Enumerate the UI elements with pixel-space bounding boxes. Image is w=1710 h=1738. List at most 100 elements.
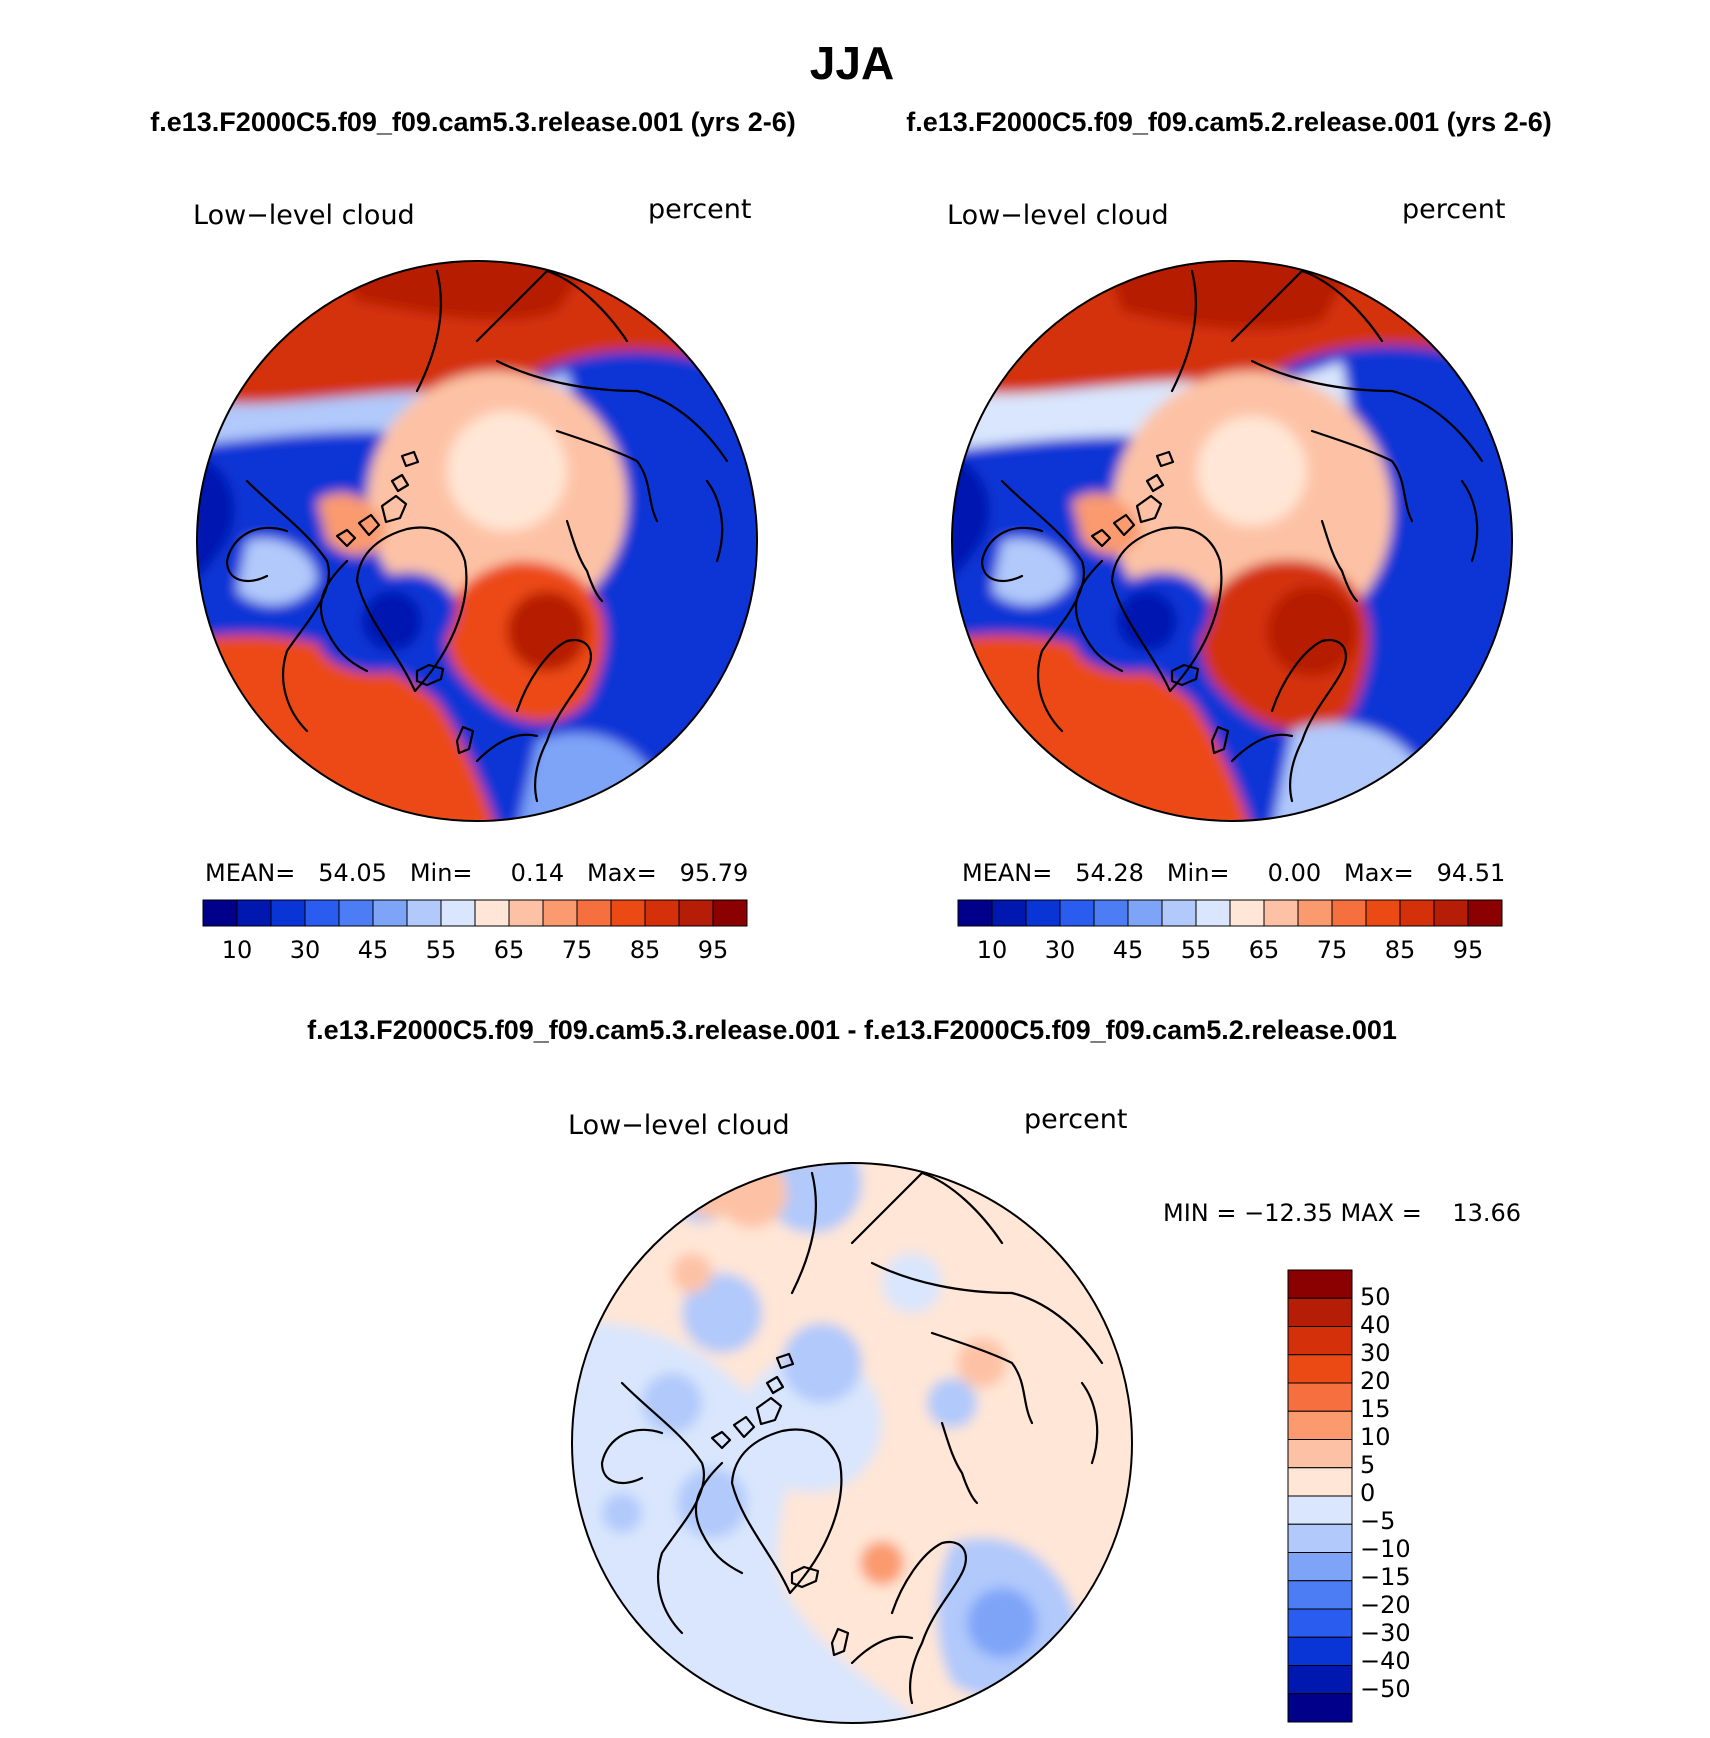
colorbar-swatch <box>202 899 238 927</box>
panel-diff-tick: 30 <box>1360 1339 1391 1367</box>
colorbar-swatch <box>712 899 748 927</box>
colorbar-swatch <box>1093 899 1129 927</box>
panel-diff-tick: 10 <box>1360 1423 1391 1451</box>
panel-b-tick: 55 <box>1181 936 1212 964</box>
colorbar-swatch <box>1287 1297 1353 1327</box>
colorbar-swatch <box>1287 1269 1353 1299</box>
colorbar-swatch <box>991 899 1027 927</box>
panel-diff-units: percent <box>1024 1104 1127 1135</box>
colorbar-swatch <box>304 899 340 927</box>
colorbar-swatch <box>1263 899 1299 927</box>
panel-diff-tick: −5 <box>1360 1507 1395 1535</box>
panel-a-tick: 95 <box>698 936 729 964</box>
panel-a-map-border <box>196 260 758 822</box>
colorbar-swatch <box>1399 899 1435 927</box>
panel-a-units: percent <box>648 194 751 225</box>
colorbar-swatch <box>1127 899 1163 927</box>
colorbar-swatch <box>1229 899 1265 927</box>
colorbar-swatch <box>440 899 476 927</box>
colorbar-swatch <box>1287 1439 1353 1469</box>
panel-diff-tick: 5 <box>1360 1451 1375 1479</box>
panel-b-tick: 65 <box>1249 936 1280 964</box>
colorbar-swatch <box>1287 1354 1353 1384</box>
colorbar-swatch <box>1195 899 1231 927</box>
colorbar-swatch <box>1287 1580 1353 1610</box>
colorbar-swatch <box>678 899 714 927</box>
panel-a-tick: 10 <box>222 936 253 964</box>
panel-b-variable: Low−level cloud <box>947 200 1169 231</box>
panel-b-tick: 10 <box>977 936 1008 964</box>
colorbar-swatch <box>644 899 680 927</box>
colorbar-swatch <box>576 899 612 927</box>
panel-diff-tick: −15 <box>1360 1563 1411 1591</box>
colorbar-swatch <box>1287 1523 1353 1553</box>
case-b-title: f.e13.F2000C5.f09_f09.cam5.2.release.001… <box>906 107 1551 137</box>
colorbar-swatch <box>474 899 510 927</box>
panel-b-tick: 30 <box>1045 936 1076 964</box>
colorbar-swatch <box>1297 899 1333 927</box>
panel-a-tick: 85 <box>630 936 661 964</box>
panel-diff-tick: 20 <box>1360 1367 1391 1395</box>
colorbar-swatch <box>1467 899 1503 927</box>
panel-diff-tick: −50 <box>1360 1675 1411 1703</box>
colorbar-swatch <box>1287 1467 1353 1497</box>
colorbar-swatch <box>1331 899 1367 927</box>
panel-diff-map-border <box>571 1162 1133 1724</box>
colorbar-swatch <box>372 899 408 927</box>
colorbar-swatch <box>1287 1693 1353 1723</box>
panel-diff-colorbar-ticks: 50 40 30 20 15 10 5 0 −5 −10 −15 −20 −30… <box>1360 1283 1411 1703</box>
colorbar-swatch <box>1433 899 1469 927</box>
panel-diff-stats: MIN = −12.35 MAX = 13.66 <box>1163 1199 1521 1227</box>
panel-b-tick: 85 <box>1385 936 1416 964</box>
panel-b: Low−level cloud percent <box>947 194 1513 964</box>
panel-b-units: percent <box>1402 194 1505 225</box>
colorbar-swatch <box>1287 1495 1353 1525</box>
panel-diff-tick: 0 <box>1360 1479 1375 1507</box>
colorbar-swatch <box>338 899 374 927</box>
colorbar-swatch <box>508 899 544 927</box>
case-a-title: f.e13.F2000C5.f09_f09.cam5.3.release.001… <box>150 107 795 137</box>
colorbar-swatch <box>270 899 306 927</box>
panel-a-colorbar <box>202 899 748 927</box>
season-title: JJA <box>810 37 894 89</box>
colorbar-swatch <box>1287 1326 1353 1356</box>
colorbar-swatch <box>542 899 578 927</box>
panel-diff-map <box>572 1163 1132 1723</box>
panel-b-map <box>952 261 1512 821</box>
panel-a-variable: Low−level cloud <box>193 200 415 231</box>
colorbar-swatch <box>610 899 646 927</box>
panel-diff-tick: 40 <box>1360 1311 1391 1339</box>
panel-diff-tick: 15 <box>1360 1395 1391 1423</box>
panel-a-tick: 65 <box>494 936 525 964</box>
panel-a-colorbar-ticks: 10 30 45 55 65 75 85 95 <box>222 936 729 964</box>
colorbar-swatch <box>1287 1608 1353 1638</box>
panel-diff-variable: Low−level cloud <box>568 1110 790 1141</box>
panel-a-map <box>197 261 757 821</box>
colorbar-swatch <box>1059 899 1095 927</box>
panel-diff-tick: −10 <box>1360 1535 1411 1563</box>
panel-diff-colorbar <box>1287 1269 1353 1723</box>
colorbar-swatch <box>1287 1636 1353 1666</box>
panel-diff-tick: −20 <box>1360 1591 1411 1619</box>
colorbar-swatch <box>1287 1382 1353 1412</box>
panel-b-colorbar <box>957 899 1503 927</box>
panel-b-colorbar-ticks: 10 30 45 55 65 75 85 95 <box>977 936 1484 964</box>
colorbar-swatch <box>1025 899 1061 927</box>
panel-b-map-border <box>951 260 1513 822</box>
colorbar-swatch <box>1287 1665 1353 1695</box>
colorbar-swatch <box>1161 899 1197 927</box>
colorbar-swatch <box>236 899 272 927</box>
panel-b-tick: 75 <box>1317 936 1348 964</box>
panel-difference: Low−level cloud percent <box>568 1104 1521 1724</box>
panel-diff-tick: −30 <box>1360 1619 1411 1647</box>
panel-a-tick: 75 <box>562 936 593 964</box>
colorbar-swatch <box>1365 899 1401 927</box>
colorbar-swatch <box>1287 1410 1353 1440</box>
panel-a-tick: 55 <box>426 936 457 964</box>
panel-a-tick: 45 <box>358 936 389 964</box>
panel-b-tick: 95 <box>1453 936 1484 964</box>
panel-diff-tick: −40 <box>1360 1647 1411 1675</box>
colorbar-swatch <box>406 899 442 927</box>
panel-diff-tick: 50 <box>1360 1283 1391 1311</box>
